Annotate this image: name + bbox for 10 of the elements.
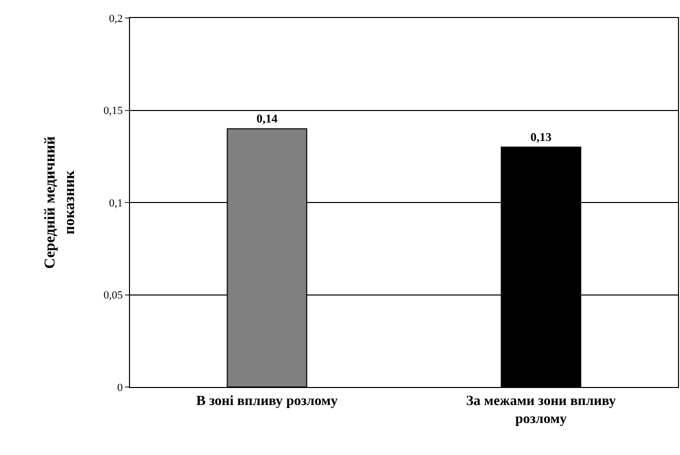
y-tick-label: 0,15 xyxy=(104,105,124,118)
y-tick-label: 0,2 xyxy=(109,12,123,25)
data-label: 0,13 xyxy=(530,130,552,144)
y-tick-label: 0,05 xyxy=(104,290,124,302)
data-label: 0,14 xyxy=(256,112,278,126)
x-tick-label: В зоні впливу розлому xyxy=(196,394,338,409)
y-axis-title: Середній медичний показник xyxy=(42,136,78,269)
y-tick-label: 0 xyxy=(117,382,124,394)
x-tick-label: За межами зони впливу розлому xyxy=(466,394,616,427)
y-tick-label: 0,1 xyxy=(109,197,123,210)
